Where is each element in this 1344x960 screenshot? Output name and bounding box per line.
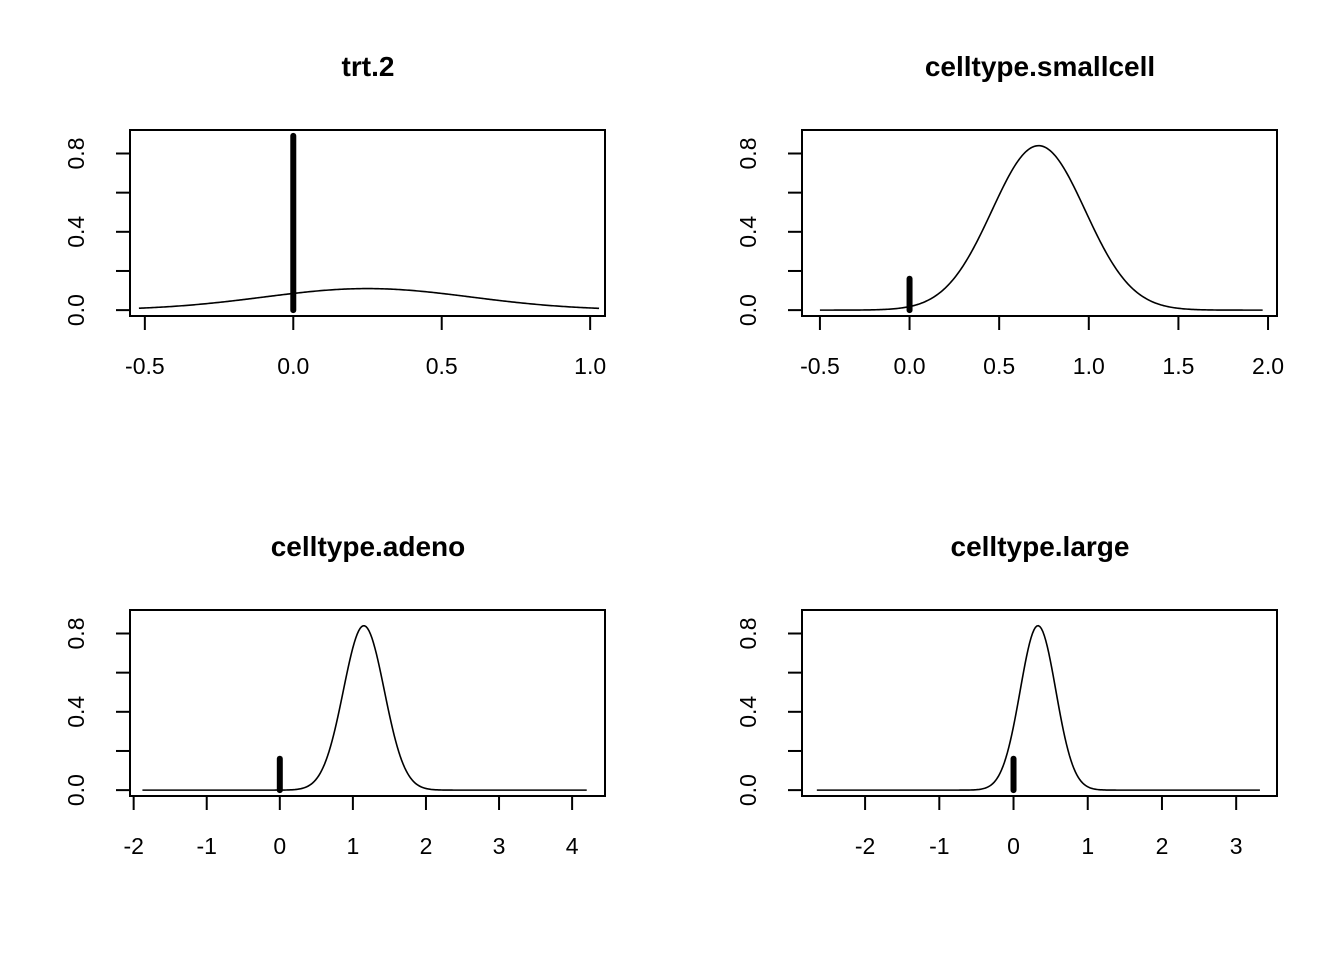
density-curve — [819, 144, 1263, 311]
x-tick-label: -1 — [197, 833, 217, 859]
y-tick-label: 0.0 — [735, 774, 761, 806]
y-tick-label: 0.4 — [63, 216, 89, 248]
x-tick-label: 0.5 — [426, 353, 458, 379]
x-tick-label: -2 — [123, 833, 143, 859]
x-tick-label: 3 — [493, 833, 506, 859]
panel-celltype-large: celltype.large -2 -1 0 1 2 3 0.0 0.4 0.8 — [735, 531, 1278, 859]
x-tick-label: 1.0 — [574, 353, 606, 379]
panel-celltype-adeno: celltype.adeno -2 -1 0 1 2 3 4 0.0 0.4 0.8 — [63, 531, 606, 859]
y-tick-label: 0.8 — [735, 138, 761, 170]
panel-title: celltype.large — [951, 531, 1130, 562]
panel-title: celltype.smallcell — [925, 51, 1155, 82]
x-tick-label: 3 — [1230, 833, 1243, 859]
density-curve — [142, 624, 587, 791]
panel-celltype-smallcell: celltype.smallcell -0.5 0.0 0.5 1.0 1.5 2.0 0.… — [735, 51, 1284, 379]
y-tick-label: 0.4 — [735, 696, 761, 728]
panel-title: trt.2 — [342, 51, 395, 82]
panel-title: celltype.adeno — [271, 531, 466, 562]
x-tick-label: 1 — [1081, 833, 1094, 859]
x-tick-label: 1 — [346, 833, 359, 859]
panel-trt-2: trt.2 -0.5 0.0 0.5 1.0 0.0 0.4 0.8 — [63, 51, 606, 379]
y-tick-label: 0.4 — [735, 216, 761, 248]
x-tick-label: 0.0 — [277, 353, 309, 379]
y-tick-label: 0.8 — [63, 138, 89, 170]
y-tick-label: 0.0 — [63, 294, 89, 326]
y-tick-label: 0.8 — [63, 618, 89, 650]
y-tick-label: 0.0 — [735, 294, 761, 326]
x-tick-label: 2 — [1156, 833, 1169, 859]
y-tick-label: 0.8 — [735, 618, 761, 650]
x-tick-label: -1 — [929, 833, 949, 859]
x-tick-label: -0.5 — [125, 353, 165, 379]
density-curve — [138, 287, 600, 310]
x-tick-label: 0.5 — [983, 353, 1015, 379]
density-curve — [816, 624, 1260, 791]
x-tick-label: 0.0 — [894, 353, 926, 379]
x-tick-label: -0.5 — [800, 353, 840, 379]
y-tick-label: 0.0 — [63, 774, 89, 806]
x-tick-label: 1.5 — [1162, 353, 1194, 379]
x-tick-label: 4 — [566, 833, 579, 859]
x-tick-label: 0 — [273, 833, 286, 859]
y-tick-label: 0.4 — [63, 696, 89, 728]
x-tick-label: 2 — [420, 833, 433, 859]
x-tick-label: -2 — [855, 833, 875, 859]
x-tick-label: 0 — [1007, 833, 1020, 859]
x-tick-label: 2.0 — [1252, 353, 1284, 379]
x-tick-label: 1.0 — [1073, 353, 1105, 379]
